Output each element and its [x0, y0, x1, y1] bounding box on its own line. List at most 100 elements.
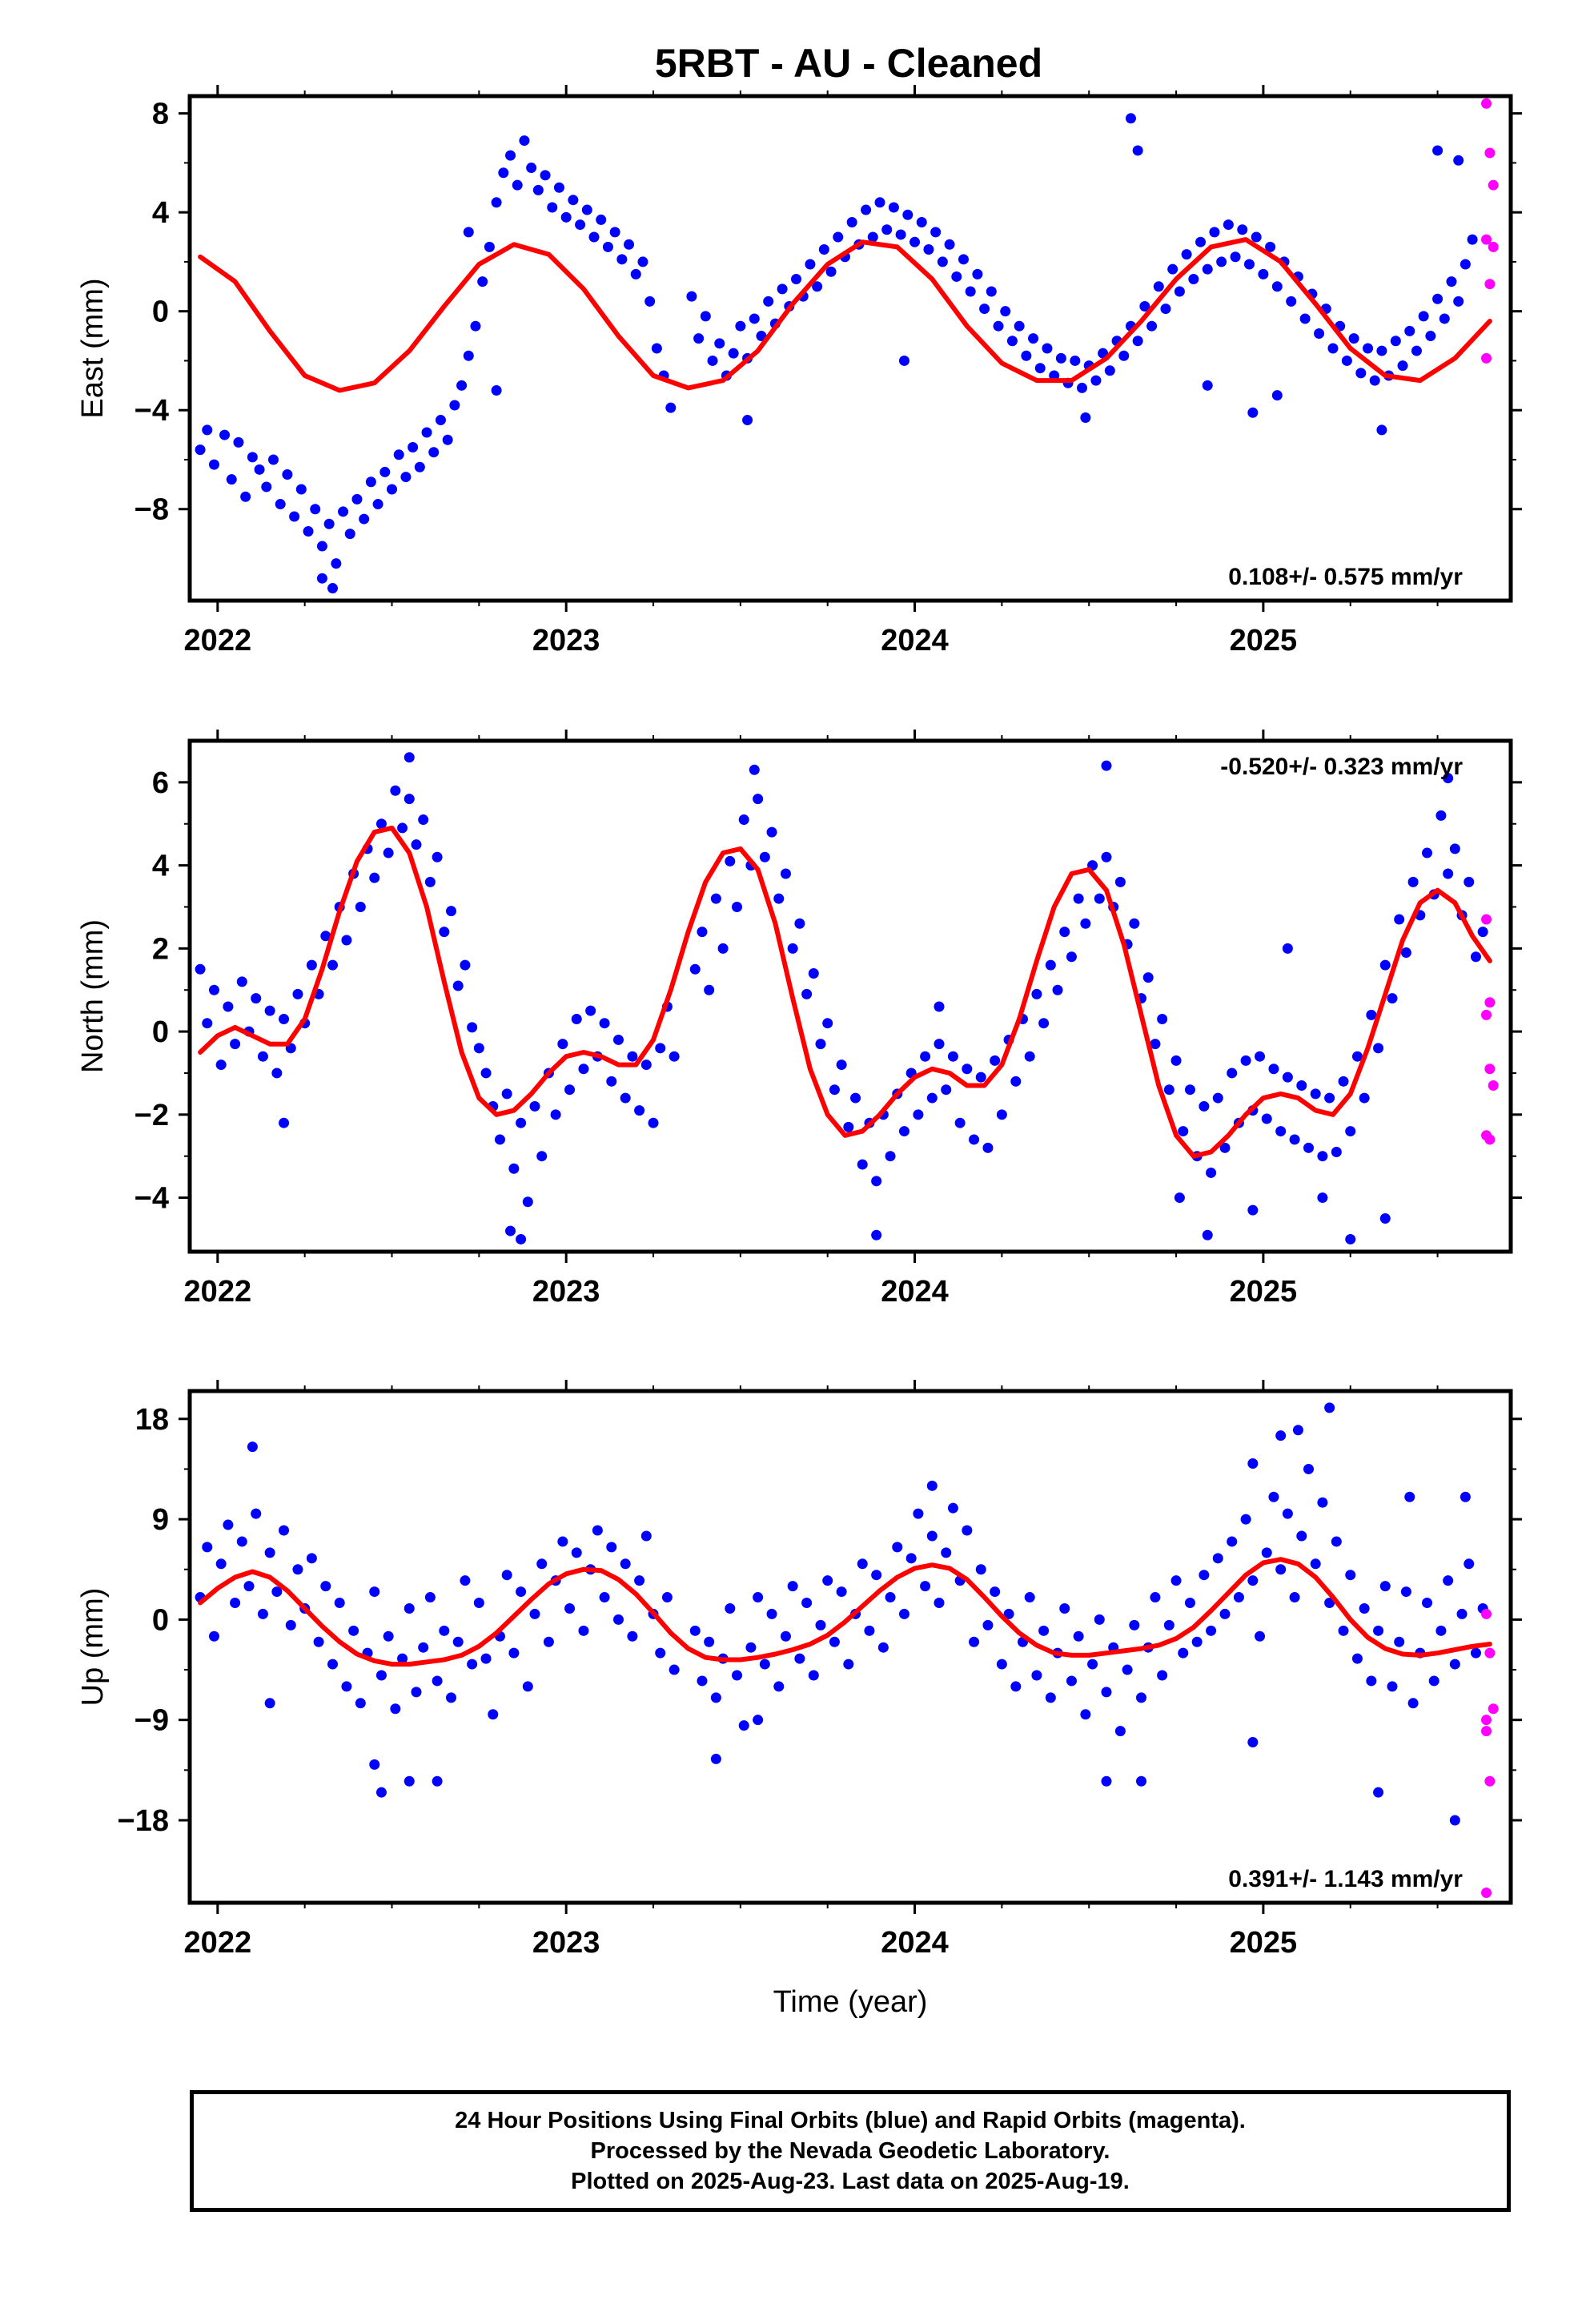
up-final-orbit-point-29: [397, 1653, 408, 1664]
up-final-orbit-point-177: [1443, 1575, 1454, 1586]
east-final-orbit-point-155: [1299, 313, 1311, 324]
north-final-orbit-point-56: [585, 1005, 596, 1016]
east-final-orbit-point-63: [637, 256, 648, 267]
east-final-orbit-point-114: [1014, 320, 1025, 332]
north-final-orbit-point-146: [1227, 1068, 1238, 1079]
up-final-orbit-point-25: [369, 1586, 380, 1598]
north-final-orbit-point-164: [1351, 1051, 1363, 1062]
up-final-orbit-point-159: [1317, 1497, 1328, 1508]
north-final-orbit-point-35: [439, 927, 450, 938]
north-final-orbit-point-36: [446, 906, 457, 917]
up-final-orbit-point-112: [990, 1586, 1001, 1598]
east-final-orbit-point-4: [226, 474, 237, 485]
east-rapid-orbit-point-1: [1484, 147, 1496, 159]
up-final-orbit-point-54: [571, 1547, 582, 1558]
east-rapid-orbit-point-5: [1481, 352, 1492, 364]
up-final-orbit-point-106: [947, 1502, 958, 1514]
east-final-orbit-point-32: [421, 427, 432, 438]
north-final-orbit-point-70: [697, 927, 708, 938]
north-final-orbit-point-29: [397, 822, 408, 834]
east-final-orbit-point-73: [728, 348, 739, 359]
up-final-orbit-point-100: [905, 1553, 917, 1564]
up-final-orbit-point-21: [341, 1681, 352, 1692]
up-final-orbit-point-158: [1310, 1558, 1321, 1570]
up-final-orbit-point-166: [1366, 1675, 1377, 1687]
up-fit-line: [198, 1557, 1492, 1667]
east-final-orbit-point-106: [958, 254, 969, 265]
north-final-orbit-point-187: [749, 764, 760, 775]
north-final-orbit-point-134: [1142, 972, 1154, 983]
east-final-orbit-point-60: [616, 254, 628, 265]
east-final-orbit-point-92: [861, 204, 872, 215]
up-final-orbit-point-95: [871, 1570, 882, 1581]
east-final-orbit-point-117: [1034, 363, 1046, 374]
north-final-orbit-point-27: [383, 847, 394, 858]
north-final-orbit-point-53: [564, 1084, 576, 1096]
north-final-orbit-point-123: [1066, 951, 1077, 963]
east-data: [195, 98, 1499, 594]
north-final-orbit-point-26: [375, 818, 387, 830]
up-final-orbit-point-59: [606, 1542, 617, 1553]
up-final-orbit-point-72: [710, 1692, 721, 1703]
east-final-orbit-point-96: [888, 202, 899, 213]
north-final-orbit-point-153: [1275, 1126, 1287, 1137]
east-xtick-label-2: 2024: [881, 624, 949, 657]
east-final-orbit-point-184: [742, 415, 753, 426]
east-final-orbit-point-22: [351, 493, 363, 505]
east-final-orbit-point-129: [1118, 350, 1130, 361]
north-final-orbit-point-190: [1174, 1192, 1185, 1204]
east-final-orbit-point-69: [700, 311, 711, 322]
up-final-orbit-point-35: [439, 1625, 450, 1636]
up-final-orbit-point-3: [215, 1558, 227, 1570]
up-final-orbit-point-64: [640, 1530, 652, 1542]
north-final-orbit-point-23: [355, 901, 366, 912]
north-final-orbit-point-73: [717, 943, 729, 954]
up-final-orbit-point-119: [1038, 1625, 1050, 1636]
up-final-orbit-point-163: [1345, 1570, 1356, 1581]
north-final-orbit-point-30: [404, 794, 415, 805]
north-final-orbit-point-33: [424, 876, 436, 887]
north-final-orbit-point-125: [1080, 918, 1091, 929]
up-final-orbit-point-30: [404, 1602, 415, 1614]
north-rapid-orbit-point-3: [1484, 1063, 1496, 1075]
north-final-orbit-point-52: [557, 1039, 568, 1050]
east-final-orbit-point-195: [1080, 412, 1091, 423]
east-final-orbit-point-35: [442, 434, 453, 445]
up-ylabel: Up (mm): [76, 1588, 110, 1707]
up-final-orbit-point-200: [1404, 1491, 1415, 1502]
north-final-orbit-point-192: [1247, 1204, 1259, 1216]
up-final-orbit-point-164: [1351, 1653, 1363, 1664]
up-final-orbit-point-87: [815, 1619, 826, 1630]
east-final-orbit-point-111: [993, 320, 1004, 332]
east-final-orbit-point-144: [1223, 219, 1234, 231]
east-ytick-label-0: 8: [152, 98, 169, 131]
up-final-orbit-point-155: [1289, 1592, 1300, 1603]
east-final-orbit-point-186: [1125, 113, 1136, 124]
up-final-orbit-point-81: [773, 1681, 785, 1692]
up-final-orbit-point-18: [320, 1581, 331, 1592]
north-final-orbit-point-132: [1129, 918, 1140, 929]
up-final-orbit-point-157: [1303, 1463, 1314, 1474]
east-final-orbit-point-181: [327, 583, 338, 594]
north-frame: [187, 738, 1513, 1254]
north-final-orbit-point-75: [732, 901, 743, 912]
east-final-orbit-point-182: [491, 385, 502, 396]
east-ytick-label-3: −4: [135, 394, 169, 428]
east-final-orbit-point-24: [365, 476, 376, 488]
east-final-orbit-point-78: [763, 296, 774, 307]
up-xlabel: Time (year): [773, 1985, 928, 2019]
up-final-orbit-point-1: [202, 1542, 213, 1553]
east-final-orbit-point-68: [693, 333, 705, 344]
up-final-orbit-point-147: [1233, 1592, 1244, 1603]
east-final-orbit-point-1: [202, 424, 213, 436]
up-final-orbit-point-80: [766, 1608, 777, 1619]
north-final-orbit-point-188: [871, 1229, 882, 1240]
up-final-orbit-point-2: [208, 1630, 219, 1642]
north-final-orbit-point-55: [578, 1063, 589, 1075]
up-final-orbit-point-88: [822, 1575, 833, 1586]
east-final-orbit-point-177: [1453, 296, 1464, 307]
up-final-orbit-point-160: [1324, 1598, 1335, 1609]
up-final-orbit-point-12: [279, 1525, 290, 1536]
east-final-orbit-point-28: [393, 449, 404, 460]
